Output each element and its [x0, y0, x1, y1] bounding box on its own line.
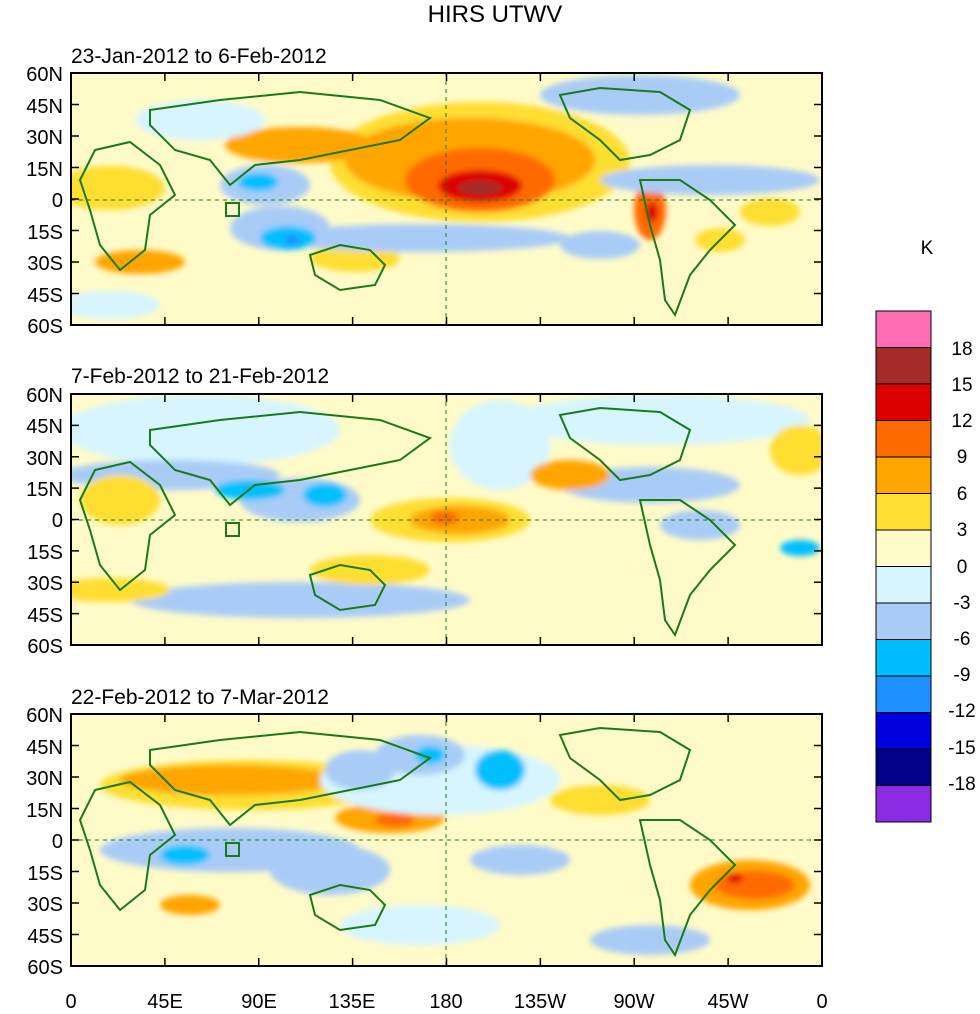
p2-lat-15s: 15S: [27, 542, 63, 564]
colorbar-swatch-10: [875, 675, 932, 713]
cb-label-12: 12: [951, 411, 972, 432]
p1-lat-30s: 30S: [27, 253, 63, 275]
colorbar-swatch-4: [875, 456, 932, 494]
panel-2-ticks: [70, 393, 823, 646]
cb-label-neg18: -18: [948, 774, 975, 795]
p3-lat-45n: 45N: [26, 737, 63, 759]
p1-lat-60s: 60S: [27, 316, 63, 338]
map-panel-3: 22-Feb-2012 to 7-Mar-2012: [26, 686, 827, 1013]
cb-label-15: 15: [951, 375, 972, 396]
colorbar-swatch-5: [875, 493, 932, 531]
colorbar-swatch-8: [875, 602, 932, 640]
p2-lat-15n: 15N: [26, 479, 63, 501]
p3-lat-60n: 60N: [26, 705, 63, 727]
colorbar-swatch-13: [875, 785, 932, 823]
p2-lat-60n: 60N: [26, 385, 63, 407]
cb-label-9: 9: [957, 447, 968, 468]
lon-180: 180: [429, 991, 462, 1013]
p1-lat-45s: 45S: [27, 285, 63, 307]
cb-label-neg6: -6: [954, 629, 971, 650]
colorbar-swatch-0: [875, 310, 932, 348]
figure-title: HIRS UTWV: [428, 1, 563, 28]
colorbar-swatch-7: [875, 566, 932, 604]
panel-3-ticks: [70, 713, 823, 967]
colorbar-unit: K: [921, 238, 934, 259]
p3-lat-15s: 15S: [27, 863, 63, 885]
colorbar-swatches: [875, 310, 932, 823]
cb-label-6: 6: [957, 484, 968, 505]
cb-label-neg3: -3: [954, 593, 971, 614]
lon-90w: 90W: [613, 991, 654, 1013]
colorbar-swatch-3: [875, 420, 932, 458]
map-panel-2: 7-Feb-2012 to 21-Feb-2012: [26, 365, 823, 658]
p1-lat-0: 0: [52, 190, 63, 212]
p1-lat-15n: 15N: [26, 159, 63, 181]
colorbar-swatch-6: [875, 529, 932, 567]
panel-1-title: 23-Jan-2012 to 6-Feb-2012: [71, 45, 327, 68]
p2-lat-0: 0: [52, 510, 63, 532]
lon-45e: 45E: [147, 991, 183, 1013]
cb-label-18: 18: [951, 339, 972, 360]
p2-lat-45n: 45N: [26, 416, 63, 438]
lon-135w: 135W: [514, 991, 566, 1013]
cb-label-neg12: -12: [948, 701, 975, 722]
colorbar-swatch-12: [875, 748, 932, 786]
map-panel-1: 23-Jan-2012 to 6-Feb-2012: [26, 45, 823, 338]
lon-0-left: 0: [65, 991, 76, 1013]
p2-lat-30s: 30S: [27, 573, 63, 595]
p2-lat-45s: 45S: [27, 605, 63, 627]
p3-lat-15n: 15N: [26, 800, 63, 822]
panel-1-ticks: [70, 72, 823, 326]
colorbar: K 18 15 12 9 6 3 0 -3 -6 -9 -12 -15 -18: [875, 238, 976, 823]
lon-90e: 90E: [241, 991, 277, 1013]
cb-label-0: 0: [957, 557, 968, 578]
colorbar-swatch-11: [875, 712, 932, 750]
lon-135e: 135E: [329, 991, 376, 1013]
panel-3-title: 22-Feb-2012 to 7-Mar-2012: [71, 686, 329, 709]
p1-lat-60n: 60N: [26, 64, 63, 86]
cb-label-neg9: -9: [954, 665, 971, 686]
p1-lat-15s: 15S: [27, 222, 63, 244]
p3-lat-30n: 30N: [26, 768, 63, 790]
lon-0-right: 0: [816, 991, 827, 1013]
cb-label-neg15: -15: [948, 738, 975, 759]
colorbar-swatch-1: [875, 347, 932, 385]
p1-lat-30n: 30N: [26, 127, 63, 149]
p3-lat-0: 0: [52, 831, 63, 853]
colorbar-swatch-2: [875, 383, 932, 421]
p2-lat-60s: 60S: [27, 636, 63, 658]
p3-lat-60s: 60S: [27, 957, 63, 979]
cb-label-3: 3: [957, 520, 968, 541]
lon-45w: 45W: [707, 991, 748, 1013]
p3-lat-30s: 30S: [27, 894, 63, 916]
p2-lat-30n: 30N: [26, 448, 63, 470]
p1-lat-45n: 45N: [26, 96, 63, 118]
colorbar-swatch-9: [875, 639, 932, 677]
p3-lat-45s: 45S: [27, 926, 63, 948]
panel-2-title: 7-Feb-2012 to 21-Feb-2012: [71, 365, 329, 388]
